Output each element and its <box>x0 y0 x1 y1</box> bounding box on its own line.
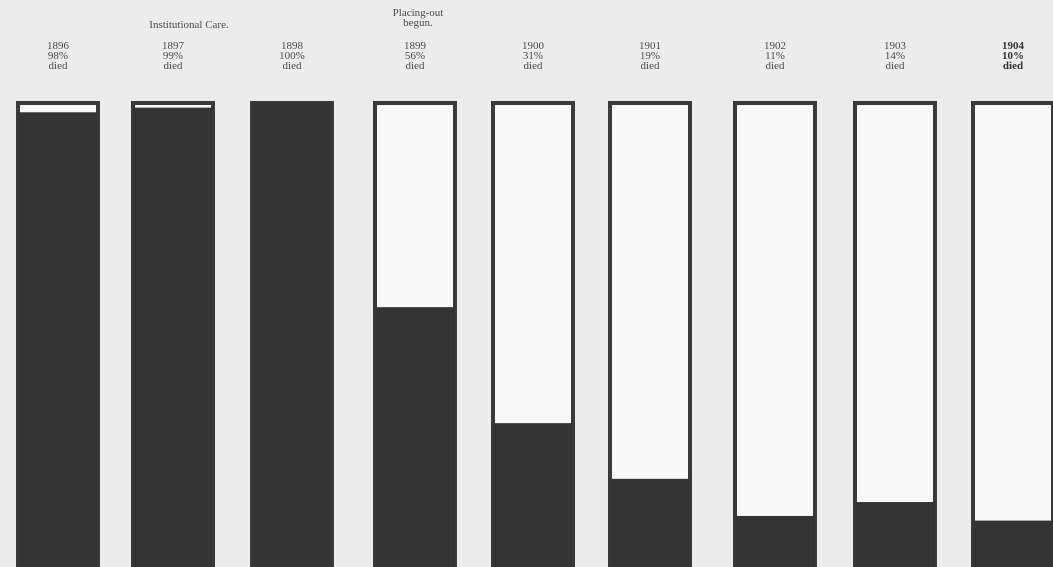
data-label-1898: 100% <box>279 50 305 62</box>
data-label-1902: 11% <box>765 50 785 62</box>
tick-label-1899: 1899 <box>404 40 426 52</box>
bar-fill-1899 <box>375 307 455 567</box>
data-label-suffix-1903: died <box>885 60 905 72</box>
data-label-suffix-1904: died <box>1002 60 1024 72</box>
bar-fill-1896 <box>18 112 98 567</box>
tick-label-1904: 1904 <box>1002 40 1024 52</box>
bar-caption-1902: 1902 11% died <box>764 40 786 72</box>
bar-caption-1896: 1896 98% died <box>47 40 69 72</box>
bar-caption-1897: 1897 99% died <box>162 40 184 72</box>
data-label-suffix-1900: died <box>523 60 543 72</box>
data-label-suffix-1902: died <box>765 60 785 72</box>
bar-fill-1900 <box>493 423 573 567</box>
bar-fill-1901 <box>610 478 690 567</box>
bar-caption-1900: 1900 31% died <box>522 40 544 72</box>
bar-caption-1898: 1898 100% died <box>279 40 305 72</box>
tick-label-1900: 1900 <box>522 40 544 52</box>
tick-label-1901: 1901 <box>639 40 661 52</box>
bar-fill-1897 <box>133 107 213 567</box>
data-label-suffix-1901: died <box>640 60 660 72</box>
bar-frame-1904 <box>971 101 1053 567</box>
bar-frame-1902 <box>733 101 817 567</box>
bar-fill-1904 <box>973 520 1053 567</box>
tick-label-1902: 1902 <box>764 40 786 52</box>
bar-fill-1903 <box>855 502 935 567</box>
tick-label-1896: 1896 <box>47 40 69 52</box>
bar-frame-1903 <box>853 101 937 567</box>
bar-caption-1899: 1899 56% died <box>404 40 426 72</box>
data-label-suffix-1897: died <box>163 60 183 72</box>
data-label-1899: 56% <box>404 50 426 62</box>
data-label-1901: 19% <box>639 50 661 62</box>
data-label-1903: 14% <box>884 50 906 62</box>
bar-caption-1904: 1904 10% died <box>1002 40 1024 72</box>
data-label-1896: 98% <box>47 50 69 62</box>
tick-label-1903: 1903 <box>884 40 906 52</box>
annotation-institutional-care: Institutional Care. <box>149 19 229 31</box>
tick-label-1897: 1897 <box>162 40 184 52</box>
data-label-suffix-1899: died <box>405 60 425 72</box>
tick-label-1898: 1898 <box>280 40 303 52</box>
annotation-placing-out: Placing-out begun. <box>392 7 444 29</box>
data-label-suffix-1898: died <box>282 60 302 72</box>
data-label-1897: 99% <box>162 50 184 62</box>
data-label-1904: 10% <box>1002 50 1024 62</box>
bar-fill-1898 <box>252 103 332 567</box>
data-label-suffix-1896: died <box>48 60 68 72</box>
data-label-1900: 31% <box>522 50 544 62</box>
bar-fill-1902 <box>735 515 815 567</box>
bar-caption-1901: 1901 19% died <box>639 40 661 72</box>
bar-caption-1903: 1903 14% died <box>884 40 906 72</box>
